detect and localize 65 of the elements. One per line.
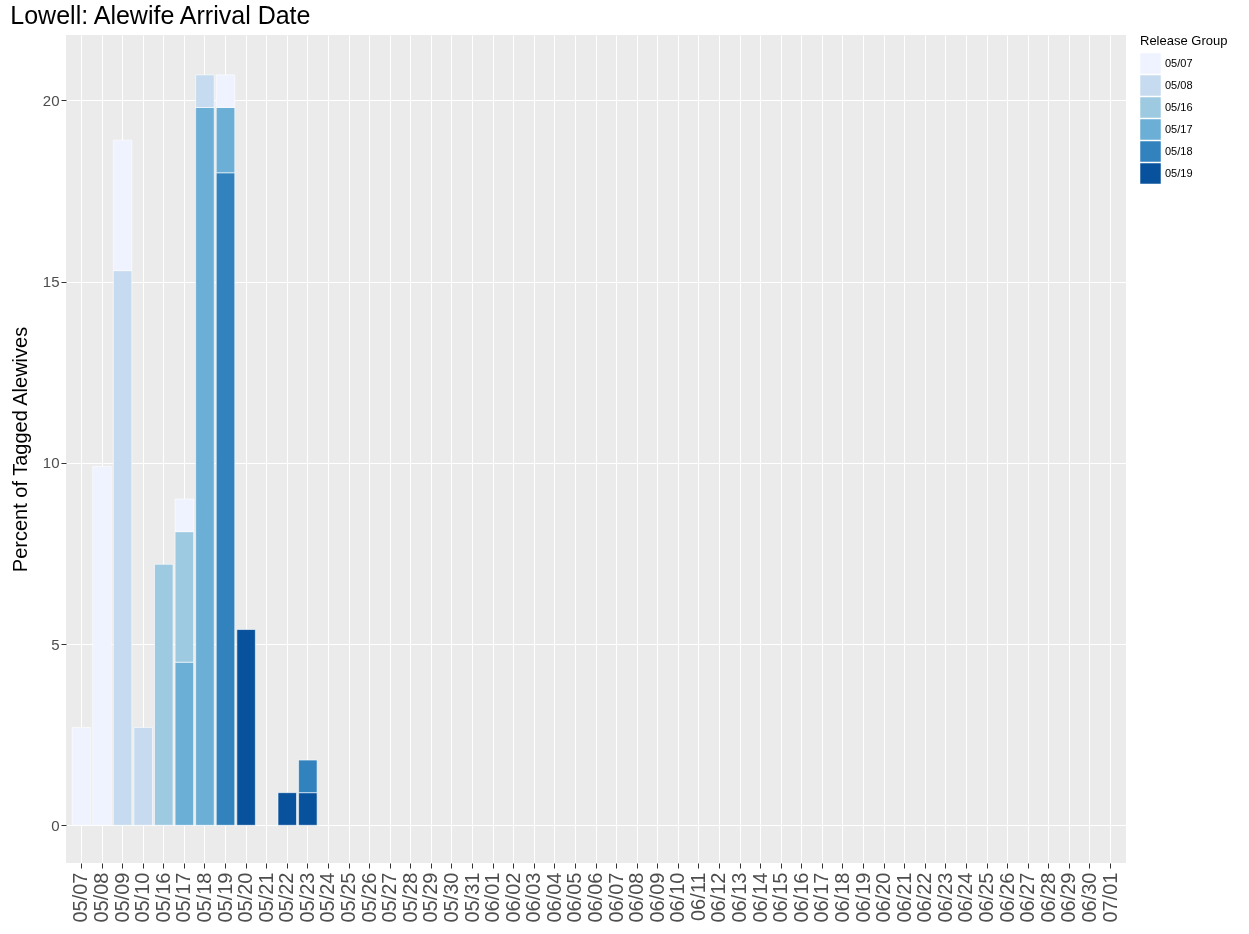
x-tick-label: 05/09 xyxy=(110,872,133,923)
x-tick-label: 05/16 xyxy=(151,872,174,923)
x-tick-label: 06/10 xyxy=(666,872,689,923)
x-tick-label: 06/28 xyxy=(1036,872,1059,923)
x-tick-label: 06/22 xyxy=(913,872,936,923)
legend-label: 05/19 xyxy=(1165,166,1193,179)
x-tick-label: 05/22 xyxy=(275,872,298,923)
x-tick-label: 05/10 xyxy=(131,872,154,923)
y-tick-label: 0 xyxy=(51,816,60,834)
x-tick-label: 05/30 xyxy=(439,872,462,923)
x-tick-label: 05/28 xyxy=(398,872,421,923)
y-axis-title: Percent of Tagged Alewives xyxy=(8,326,31,573)
x-tick-label: 06/29 xyxy=(1057,872,1080,923)
x-tick-label: 05/24 xyxy=(316,872,339,923)
y-tick-label: 20 xyxy=(42,91,60,109)
chart-title: Lowell: Alewife Arrival Date xyxy=(10,1,311,29)
x-tick-label: 05/08 xyxy=(90,872,113,923)
x-tick-label: 07/01 xyxy=(1098,872,1121,923)
x-tick-label: 05/17 xyxy=(172,872,195,923)
x-tick-label: 06/14 xyxy=(748,872,771,923)
x-tick-label: 06/30 xyxy=(1077,872,1100,923)
x-tick-label: 06/21 xyxy=(892,872,915,923)
x-tick-label: 06/08 xyxy=(625,872,648,923)
x-tick-label: 06/01 xyxy=(481,872,504,923)
x-tick-label: 05/07 xyxy=(69,872,92,923)
y-tick-label: 15 xyxy=(42,273,60,291)
x-tick-label: 06/27 xyxy=(1016,872,1039,923)
x-tick-label: 05/27 xyxy=(378,872,401,923)
x-tick-label: 06/04 xyxy=(542,872,565,923)
x-tick-label: 06/03 xyxy=(522,872,545,923)
x-tick-label: 06/16 xyxy=(789,872,812,923)
x-tick-label: 06/12 xyxy=(707,872,730,923)
x-tick-label: 05/19 xyxy=(213,872,236,923)
x-tick-label: 05/23 xyxy=(295,872,318,923)
legend-label: 05/08 xyxy=(1165,78,1193,91)
x-tick-label: 06/20 xyxy=(872,872,895,923)
legend-label: 05/07 xyxy=(1165,56,1193,69)
x-tick-label: 06/26 xyxy=(995,872,1018,923)
x-tick-label: 06/15 xyxy=(769,872,792,923)
y-tick-label: 10 xyxy=(42,454,60,472)
x-tick-label: 05/29 xyxy=(419,872,442,923)
x-tick-label: 06/25 xyxy=(975,872,998,923)
x-tick-label: 05/20 xyxy=(234,872,257,923)
x-tick-label: 06/05 xyxy=(563,872,586,923)
x-tick-label: 06/13 xyxy=(728,872,751,923)
x-tick-label: 05/26 xyxy=(357,872,380,923)
x-tick-label: 05/21 xyxy=(254,872,277,923)
x-tick-label: 06/11 xyxy=(686,872,709,922)
x-tick-label: 06/19 xyxy=(851,872,874,923)
x-tick-label: 06/09 xyxy=(645,872,668,923)
legend-label: 05/16 xyxy=(1165,100,1193,113)
x-tick-label: 05/25 xyxy=(337,872,360,923)
x-tick-label: 06/02 xyxy=(501,872,524,923)
legend-title: Release Group xyxy=(1140,33,1228,48)
x-tick-label: 06/24 xyxy=(954,872,977,923)
legend-label: 05/18 xyxy=(1165,144,1193,157)
x-tick-label: 06/18 xyxy=(830,872,853,923)
x-tick-label: 06/17 xyxy=(810,872,833,923)
x-tick-label: 06/23 xyxy=(933,872,956,923)
y-tick-label: 5 xyxy=(51,635,60,653)
legend-label: 05/17 xyxy=(1165,122,1193,135)
x-tick-label: 06/06 xyxy=(584,872,606,923)
x-tick-label: 05/18 xyxy=(192,872,215,923)
x-tick-label: 05/31 xyxy=(460,872,483,923)
x-tick-label: 06/07 xyxy=(604,872,627,923)
